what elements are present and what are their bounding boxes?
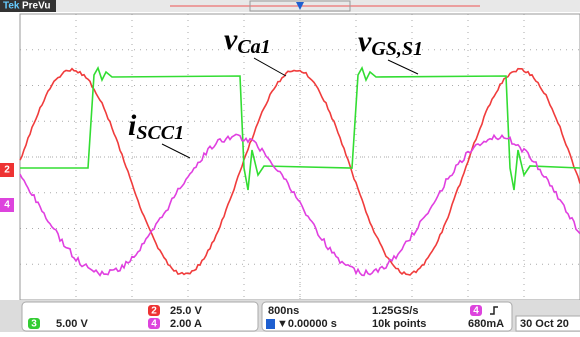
- trigger-level: 680mA: [468, 318, 504, 330]
- ch3-number: 3: [31, 319, 37, 330]
- record-length: 10k points: [372, 318, 426, 330]
- scope-screen: Tek PreVu 2 4 vCa1 vGS,S1 iSCC1 3 5.00 V…: [0, 0, 580, 332]
- ch2-marker-label: 2: [4, 165, 10, 176]
- ch2-number: 2: [151, 306, 157, 317]
- ch4-marker-label: 4: [4, 200, 10, 211]
- mode: PreVu: [22, 1, 51, 12]
- sample-rate: 1.25GS/s: [372, 305, 418, 317]
- trigger-position: ▼0.00000 s: [277, 318, 337, 330]
- date: 30 Oct 20: [520, 318, 569, 330]
- ch4-number: 4: [151, 319, 157, 330]
- ch4-scale: 2.00 A: [170, 318, 202, 330]
- ch3-scale: 5.00 V: [56, 318, 88, 330]
- trigger-icon: [266, 319, 275, 329]
- ch2-scale: 25.0 V: [170, 305, 202, 317]
- timebase: 800ns: [268, 305, 299, 317]
- brand: Tek: [3, 1, 20, 12]
- trigger-source: 4: [473, 306, 479, 317]
